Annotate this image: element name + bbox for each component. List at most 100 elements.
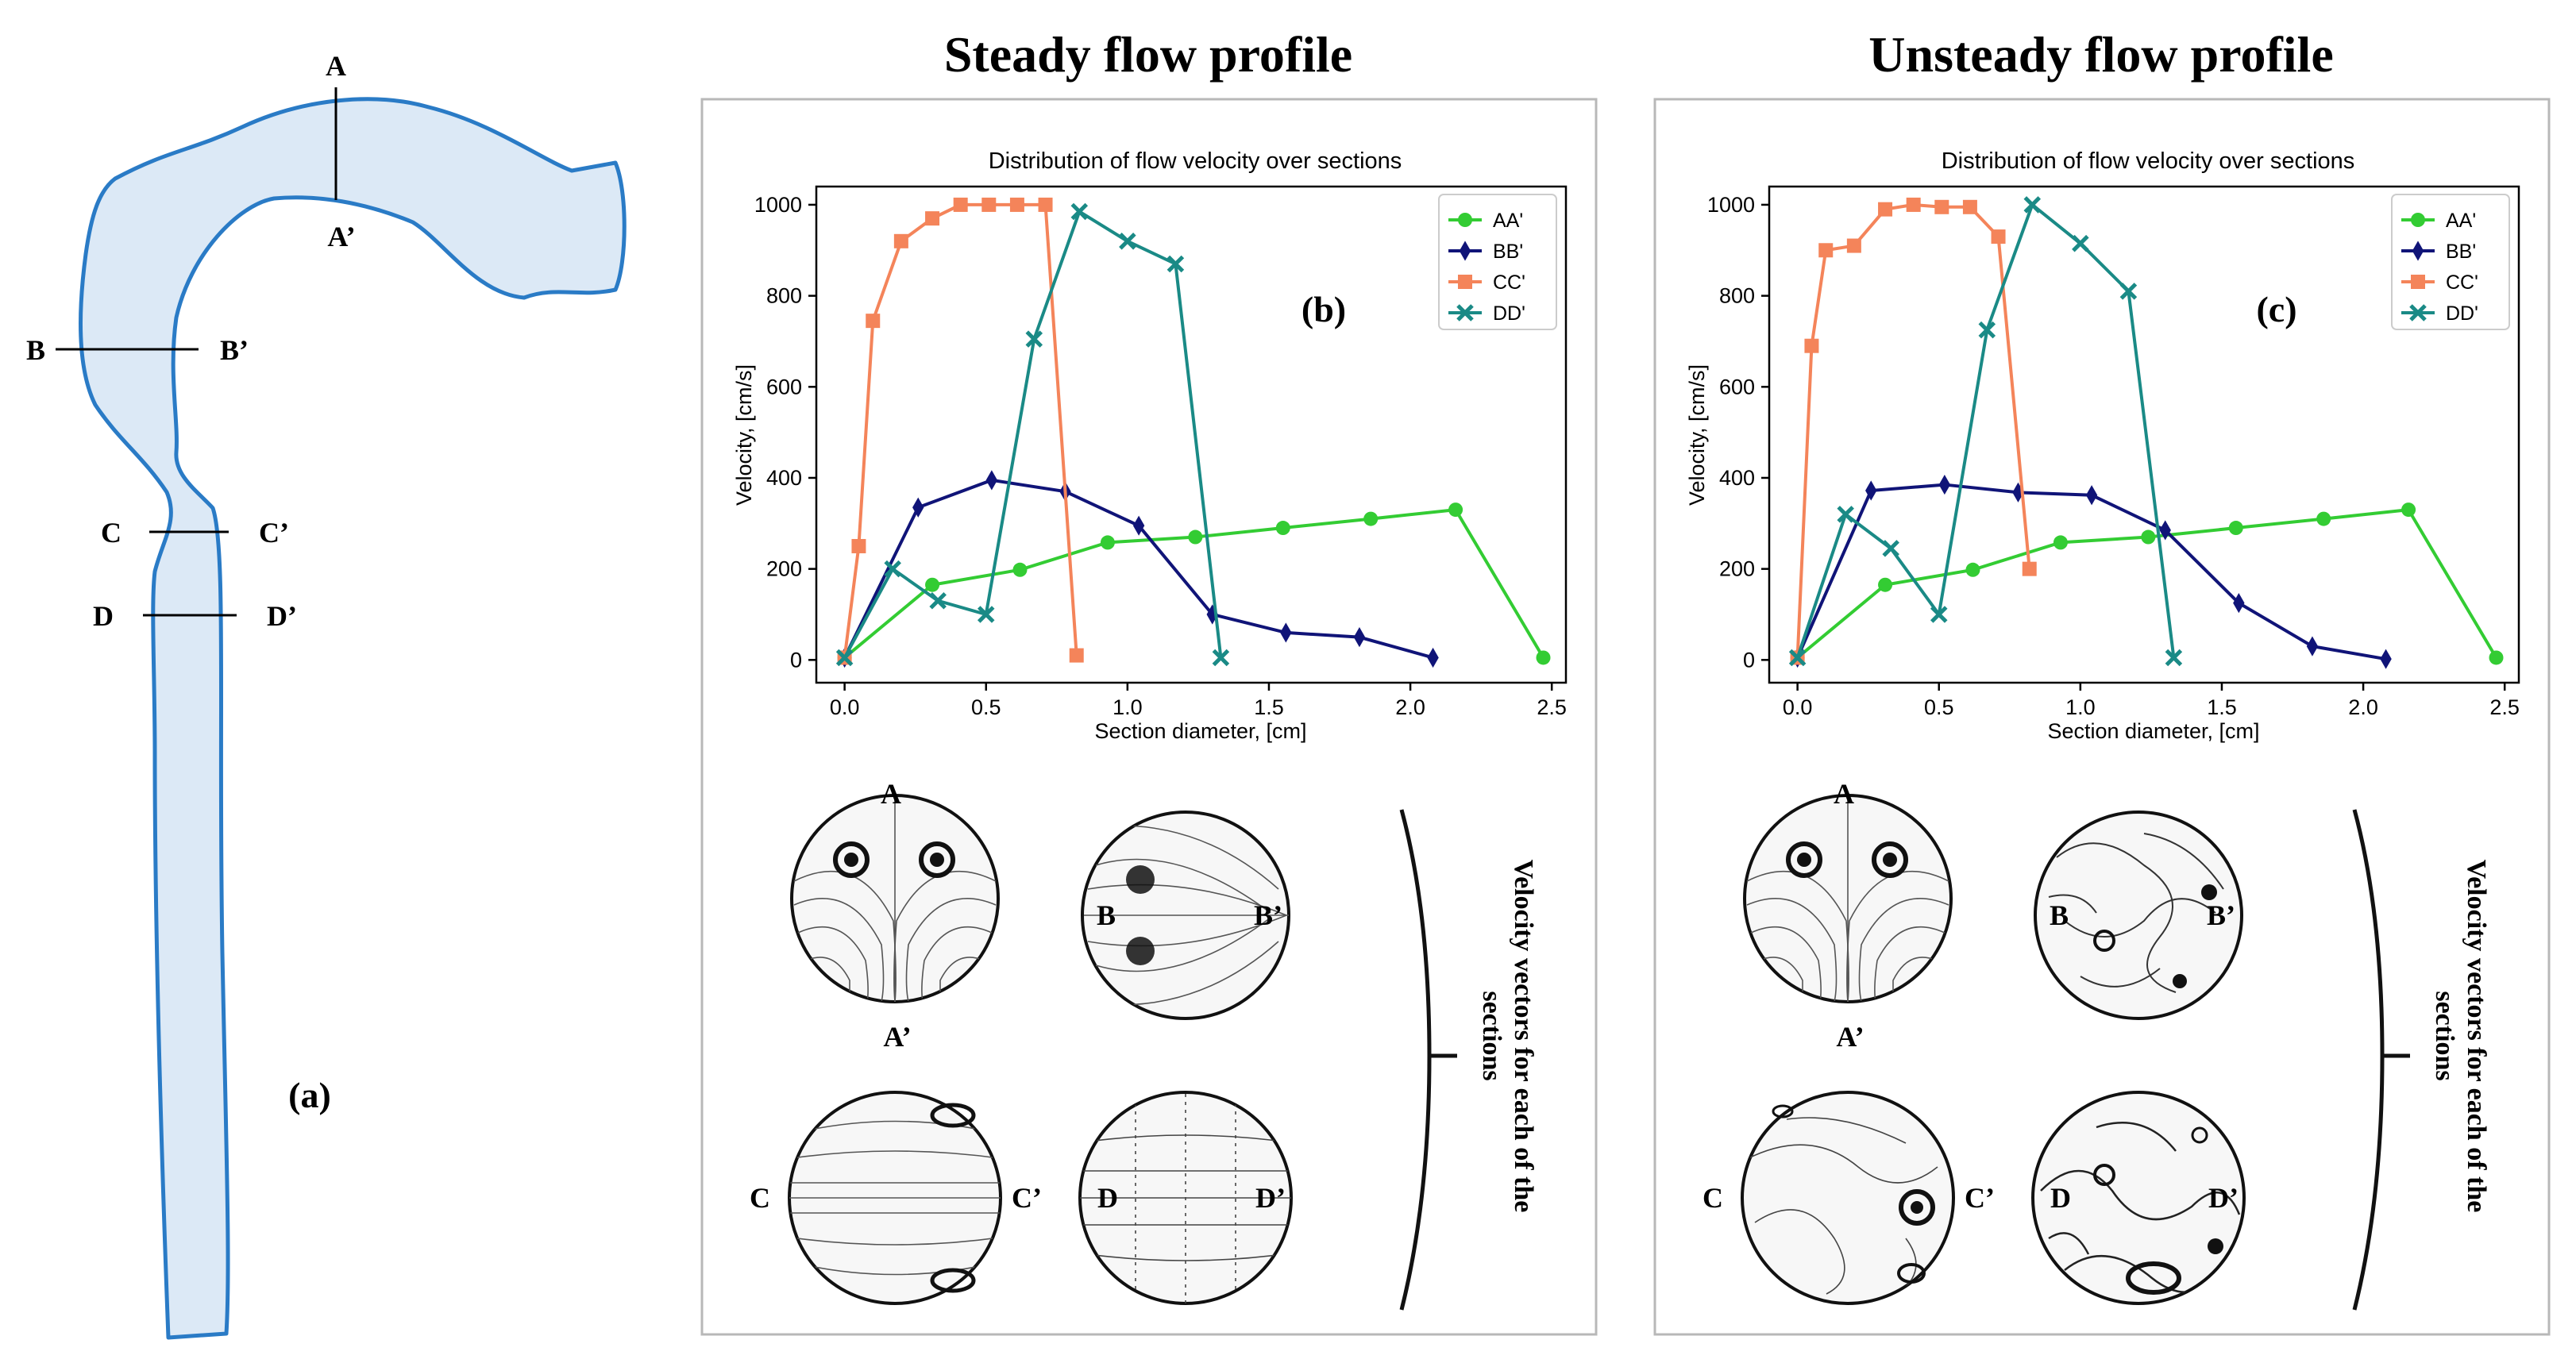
unsteady-series-bb-point-6 bbox=[2233, 593, 2245, 614]
unsteady-panel-frame bbox=[1653, 98, 2551, 1336]
steady-series-bb-line bbox=[843, 478, 1434, 660]
unsteady-series-cc-line bbox=[1795, 202, 2031, 658]
steady-y-tick-label-2: 400 bbox=[766, 466, 802, 490]
unsteady-x-tick-label-5: 2.5 bbox=[2489, 695, 2520, 719]
unsteady-x-tick-label-2: 1.0 bbox=[2065, 695, 2096, 719]
unsteady-series-cc-point-5 bbox=[1906, 197, 1921, 212]
unsteady-series-bb-point-2 bbox=[1938, 474, 1951, 495]
steady-series-dd-point-4 bbox=[1025, 330, 1043, 348]
steady-vectors-caption-line1: Velocity vectors for each of the bbox=[1509, 860, 1538, 1213]
section-label-a: A bbox=[326, 50, 346, 82]
steady-series-aa-point-5 bbox=[1275, 521, 1290, 536]
unsteady-series-dd-point-7 bbox=[2119, 283, 2138, 300]
unsteady-heading: Unsteady flow profile bbox=[1868, 26, 2333, 83]
unsteady-vectors-bb bbox=[2034, 810, 2243, 1020]
unsteady-velocity-chart: 0.0 0.5 1.0 1.5 2.0 2.5 0 200 400 600 800 1000 AA' BB… bbox=[1707, 185, 2520, 719]
unsteady-series-cc-point-9 bbox=[2022, 561, 2037, 576]
unsteady-series-bb-line bbox=[1795, 483, 2386, 661]
steady-series-aa-point-1 bbox=[925, 577, 940, 592]
unsteady-series-bb-point-4 bbox=[2085, 485, 2098, 506]
steady-series-dd-point-6 bbox=[1119, 233, 1136, 250]
unsteady-y-tick-label-0: 0 bbox=[1743, 648, 1755, 672]
steady-vector-label-d: D bbox=[1097, 1182, 1118, 1214]
steady-heading: Steady flow profile bbox=[944, 26, 1352, 83]
unsteady-series-dd-point-4 bbox=[1978, 321, 1996, 339]
unsteady-series-bb-point-7 bbox=[2306, 636, 2319, 656]
section-label-c-prime: C’ bbox=[259, 517, 289, 549]
steady-y-tick-label-5: 1000 bbox=[754, 193, 802, 217]
unsteady-series-aa-point-3 bbox=[2053, 535, 2068, 550]
unsteady-x-tick-label-0: 0.0 bbox=[1783, 695, 1813, 719]
steady-vectors-cc bbox=[788, 1091, 1002, 1305]
steady-vector-label-d-prime: D’ bbox=[1255, 1182, 1286, 1214]
steady-x-axis-label: Section diameter, [cm] bbox=[1094, 719, 1306, 743]
unsteady-y-tick-label-5: 1000 bbox=[1707, 193, 1755, 217]
steady-bracket bbox=[1399, 809, 1432, 1311]
section-label-b-prime: B’ bbox=[220, 334, 249, 366]
unsteady-x-tick-label-1: 0.5 bbox=[1924, 695, 1954, 719]
unsteady-vectors-caption-line1: Velocity vectors for each of the bbox=[2462, 860, 2491, 1213]
steady-series-cc-point-5 bbox=[953, 197, 968, 212]
vortex-pair-icon bbox=[833, 841, 870, 878]
unsteady-series-aa-point-4 bbox=[2141, 529, 2156, 545]
steady-legend-cc-label: CC' bbox=[1493, 271, 1525, 294]
steady-series-dd-point-1 bbox=[884, 560, 901, 578]
steady-vector-label-c: C bbox=[750, 1182, 770, 1214]
unsteady-legend-bb-marker bbox=[2412, 241, 2424, 261]
unsteady-vector-label-d-prime: D’ bbox=[2208, 1182, 2239, 1214]
steady-series-dd-point-8 bbox=[1212, 649, 1230, 667]
steady-vector-label-a: A bbox=[881, 778, 901, 810]
steady-series-bb-point-4 bbox=[1132, 515, 1145, 536]
unsteady-legend bbox=[2391, 194, 2510, 330]
steady-legend-aa-marker bbox=[1458, 213, 1472, 227]
steady-series-cc-point-8 bbox=[1038, 197, 1053, 212]
steady-series-bb-point-2 bbox=[985, 470, 998, 491]
unsteady-series-dd-point-3 bbox=[1930, 606, 1948, 623]
unsteady-series-cc-point-4 bbox=[1878, 202, 1893, 217]
steady-series-dd-point-3 bbox=[977, 606, 995, 623]
steady-series-aa-point-7 bbox=[1448, 502, 1463, 518]
unsteady-legend-bb-label: BB' bbox=[2446, 241, 2476, 263]
unsteady-vector-label-b: B bbox=[2050, 899, 2069, 931]
steady-chart-title: Distribution of flow velocity over secti… bbox=[989, 148, 1402, 174]
steady-series-dd-line bbox=[843, 209, 1223, 659]
unsteady-vectors-dd bbox=[2031, 1091, 2246, 1305]
unsteady-legend-cc-label: CC' bbox=[2446, 271, 2478, 294]
steady-series-cc-point-1 bbox=[851, 538, 866, 553]
unsteady-series-dd-point-0 bbox=[1788, 649, 1807, 667]
steady-x-tick-label-3: 1.5 bbox=[1254, 695, 1284, 719]
unsteady-vectors-aa bbox=[1743, 794, 1953, 1003]
steady-series-cc-point-3 bbox=[893, 233, 908, 248]
unsteady-series-dd-point-5 bbox=[2023, 196, 2042, 214]
unsteady-series-cc-point-1 bbox=[1804, 338, 1819, 353]
steady-x-tick-label-1: 0.5 bbox=[971, 695, 1001, 719]
steady-y-axis-label: Velocity, [cm/s] bbox=[732, 364, 756, 506]
panel-unsteady: Unsteady flow profile Distribution of fl… bbox=[1653, 26, 2551, 1336]
chaotic-flow-icon bbox=[2093, 930, 2115, 952]
steady-legend-dd-marker bbox=[1456, 304, 1474, 321]
steady-series-bb-point-6 bbox=[1280, 622, 1292, 643]
vessel-outline bbox=[79, 97, 627, 1340]
vessel-diagram: A A’ B B’ C C’ D D’ (a) bbox=[26, 50, 627, 1340]
steady-series-aa-point-6 bbox=[1363, 511, 1379, 526]
unsteady-series-aa-point-5 bbox=[2228, 521, 2243, 536]
unsteady-legend-aa-marker bbox=[2411, 213, 2425, 227]
unsteady-series-cc-point-8 bbox=[1991, 229, 2006, 244]
unsteady-series-aa-point-2 bbox=[1965, 562, 1980, 577]
steady-series-bb-point-7 bbox=[1353, 627, 1366, 648]
panel-steady: Steady flow profile Distribution of flow… bbox=[700, 26, 1598, 1336]
unsteady-series-cc-point-3 bbox=[1846, 238, 1861, 253]
steady-legend-cc-marker bbox=[1458, 275, 1472, 289]
steady-series-cc-point-6 bbox=[981, 197, 997, 212]
unsteady-panel-label: (c) bbox=[2256, 289, 2296, 329]
unsteady-series-cc-point-6 bbox=[1934, 199, 1949, 214]
steady-vectors-bb bbox=[1081, 810, 1290, 1020]
unsteady-series-dd-point-2 bbox=[1882, 540, 1899, 557]
steady-series-cc-point-4 bbox=[925, 211, 940, 226]
unsteady-bracket bbox=[2352, 809, 2385, 1311]
steady-y-tick-label-4: 800 bbox=[766, 284, 802, 308]
steady-legend bbox=[1438, 194, 1557, 330]
unsteady-legend-dd-marker bbox=[2409, 304, 2427, 321]
steady-plot-area bbox=[815, 185, 1568, 684]
steady-series-aa-point-3 bbox=[1100, 535, 1115, 550]
